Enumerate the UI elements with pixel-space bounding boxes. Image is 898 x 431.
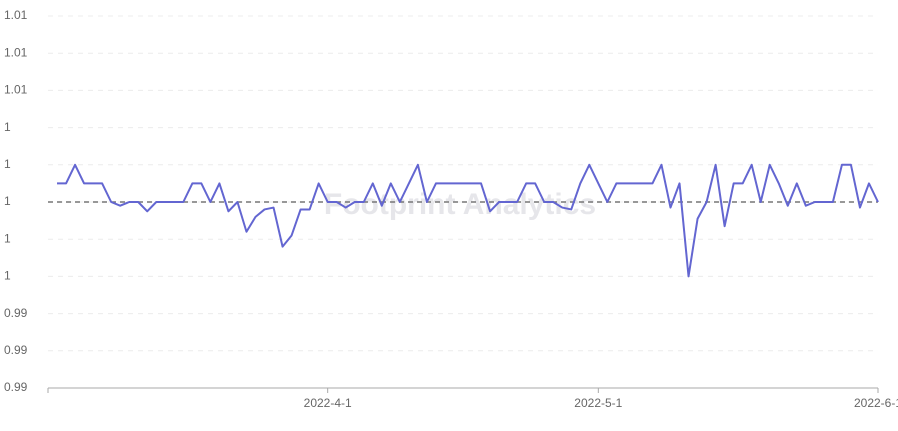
y-tick-label: 1.01 (4, 45, 28, 59)
x-tick-label: 2022-5-1 (574, 396, 622, 410)
data-line (57, 163, 879, 278)
y-tick-label: 1 (4, 157, 11, 171)
x-tick-label: 2022-6-1 (854, 396, 898, 410)
y-tick-label: 1 (4, 120, 11, 134)
watermark: Footprint Analytics (324, 188, 596, 221)
y-tick-label: 0.99 (4, 343, 28, 357)
y-tick-label: 1 (4, 269, 11, 283)
y-tick-label: 0.99 (4, 306, 28, 320)
y-tick-label: 1 (4, 194, 11, 208)
y-tick-label: 0.99 (4, 380, 28, 394)
y-tick-label: 1 (4, 231, 11, 245)
x-tick-label: 2022-4-1 (304, 396, 352, 410)
y-tick-label: 1.01 (4, 83, 28, 97)
y-tick-label: 1.01 (4, 8, 28, 22)
